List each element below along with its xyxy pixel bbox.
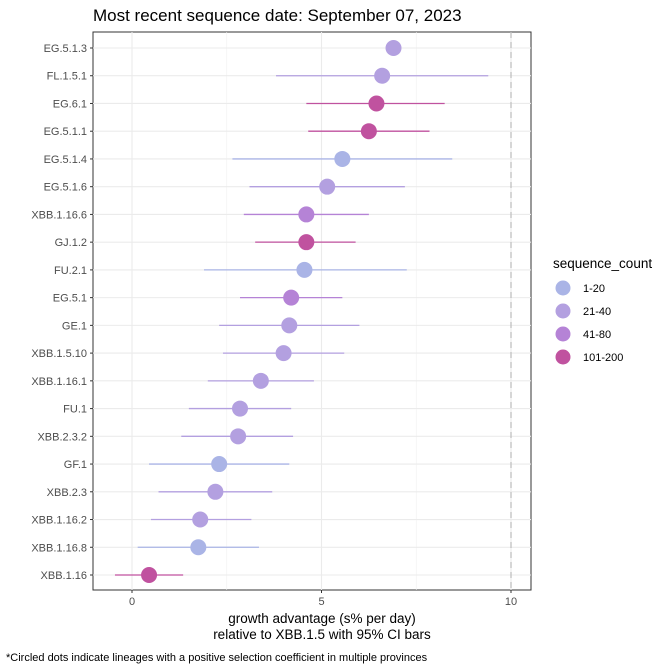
y-tick-label: FU.1 <box>63 404 87 416</box>
data-point <box>298 206 315 223</box>
legend: sequence_count 1-20 21-40 41-80 101-200 <box>553 256 652 365</box>
y-tick-label: GJ.1.2 <box>55 237 87 249</box>
data-point <box>211 456 228 473</box>
legend-title: sequence_count <box>553 256 652 271</box>
y-tick-label: XBB.1.16.8 <box>31 542 87 554</box>
data-point <box>385 40 402 56</box>
data-point <box>298 234 315 251</box>
y-tick-label: FU.2.1 <box>54 265 87 277</box>
legend-label: 21-40 <box>583 306 611 318</box>
x-tick-label: 0 <box>129 596 135 608</box>
x-tick-label: 5 <box>318 596 324 608</box>
legend-key <box>555 280 571 296</box>
data-point <box>374 67 391 84</box>
data-point <box>296 261 313 278</box>
y-tick-label: XBB.1.5.10 <box>31 348 87 360</box>
y-tick-label: GF.1 <box>64 459 87 471</box>
x-axis-label-line1: growth advantage (s% per day) <box>228 611 416 626</box>
y-tick-label: EG.6.1 <box>53 98 87 110</box>
data-point <box>207 483 224 500</box>
legend-label: 41-80 <box>583 329 611 341</box>
data-point <box>192 511 209 528</box>
y-tick-label: XBB.2.3.2 <box>37 431 87 443</box>
y-tick-label: XBB.2.3 <box>47 487 87 499</box>
data-point <box>319 178 336 195</box>
data-point <box>275 345 292 362</box>
footnote: *Circled dots indicate lineages with a p… <box>6 652 428 664</box>
y-tick-label: XBB.1.16.2 <box>31 515 87 527</box>
y-tick-label: EG.5.1.3 <box>44 43 87 55</box>
y-tick-label: EG.5.1 <box>53 293 87 305</box>
y-tick-label: FL.1.5.1 <box>47 71 87 83</box>
y-tick-label: XBB.1.16.1 <box>31 376 87 388</box>
plot-border <box>92 31 532 591</box>
data-point <box>141 567 158 583</box>
legend-label: 101-200 <box>583 352 623 364</box>
chart-title: Most recent sequence date: September 07,… <box>93 6 462 25</box>
data-point <box>334 150 351 167</box>
plot-panel <box>92 31 532 591</box>
data-points <box>141 40 402 583</box>
y-tick-label: EG.5.1.6 <box>44 182 87 194</box>
data-point <box>360 123 377 140</box>
y-tick-label: EG.5.1.1 <box>44 126 87 138</box>
legend-label: 1-20 <box>583 283 605 295</box>
data-point <box>230 428 247 445</box>
data-point <box>252 372 269 389</box>
y-tick-label: XBB.1.16.6 <box>31 209 87 221</box>
data-point <box>190 539 207 556</box>
legend-key <box>555 303 571 319</box>
y-tick-label: GE.1 <box>62 320 87 332</box>
data-point <box>281 317 298 334</box>
y-tick-label: XBB.1.16 <box>41 570 87 582</box>
x-axis-ticks: 0 5 10 <box>129 590 517 608</box>
y-tick-label: EG.5.1.4 <box>44 154 87 166</box>
x-axis-label-line2: relative to XBB.1.5 with 95% CI bars <box>213 627 431 642</box>
legend-key <box>555 349 571 365</box>
legend-key <box>555 326 571 342</box>
data-point <box>232 400 249 417</box>
data-point <box>283 289 300 306</box>
y-axis-labels: EG.5.1.3 FL.1.5.1 EG.6.1 EG.5.1.1 EG.5.1.4 EG… <box>31 43 93 582</box>
data-point <box>368 95 385 112</box>
x-tick-label: 10 <box>505 596 517 608</box>
